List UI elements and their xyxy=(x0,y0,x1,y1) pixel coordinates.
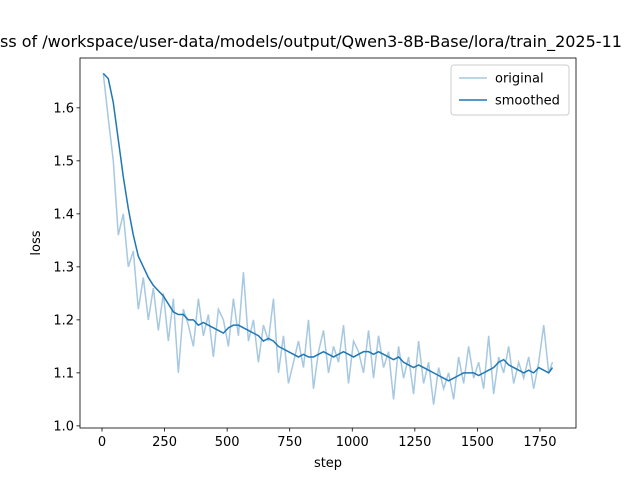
x-tick-label: 750 xyxy=(277,435,302,450)
y-tick-label: 1.0 xyxy=(53,419,74,434)
line-series xyxy=(102,72,554,382)
legend-label: smoothed xyxy=(495,94,560,109)
y-tick-label: 1.2 xyxy=(53,313,74,328)
x-tick-label: 250 xyxy=(152,435,177,450)
x-tick-label: 1500 xyxy=(461,435,494,450)
y-axis-label: loss xyxy=(29,230,44,255)
x-tick-label: 1250 xyxy=(398,435,431,450)
y-tick-label: 1.4 xyxy=(53,207,74,222)
x-tick-label: 1000 xyxy=(336,435,369,450)
legend-label: original xyxy=(495,72,544,87)
x-axis-label: step xyxy=(314,456,342,471)
x-tick-label: 1750 xyxy=(523,435,556,450)
y-tick-label: 1.1 xyxy=(53,366,74,381)
y-tick-label: 1.3 xyxy=(53,260,74,275)
y-tick-label: 1.5 xyxy=(53,154,74,169)
y-tick-label: 1.6 xyxy=(53,101,74,116)
line-series xyxy=(102,73,554,405)
plot-frame xyxy=(79,57,577,429)
chart-title: ss of /workspace/user-data/models/output… xyxy=(0,32,622,52)
x-tick-label: 0 xyxy=(98,435,106,450)
x-tick-label: 500 xyxy=(215,435,240,450)
